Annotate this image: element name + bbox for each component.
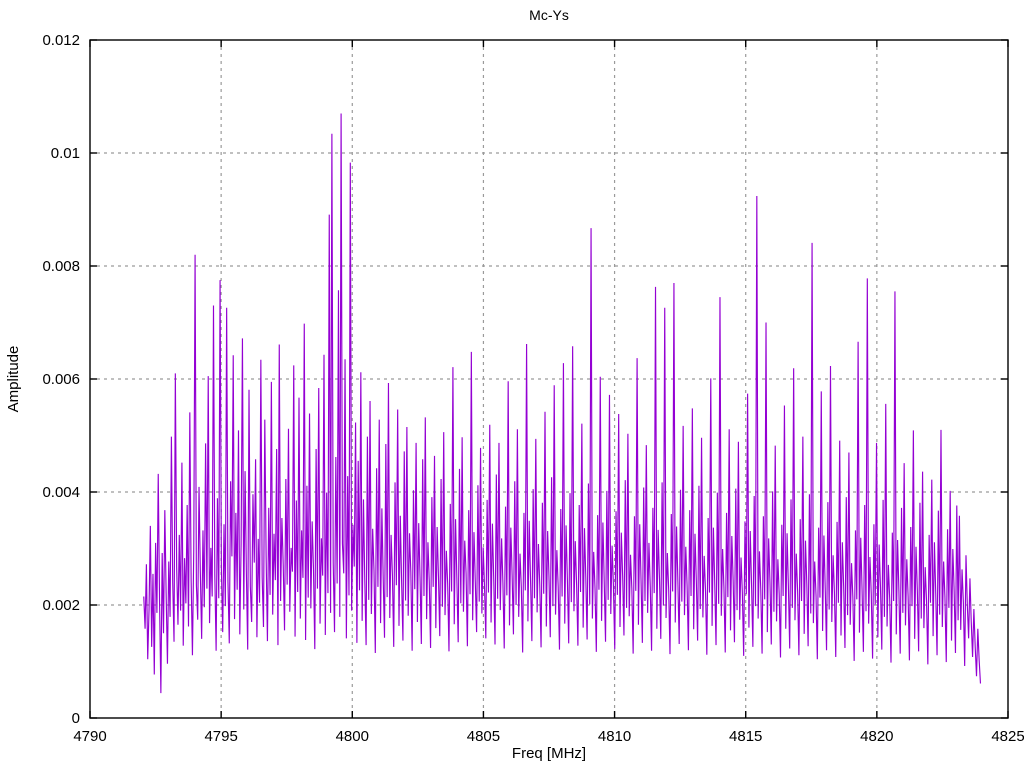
x-tick-label: 4815 bbox=[729, 728, 762, 745]
y-tick-label: 0.01 bbox=[51, 145, 80, 162]
x-tick-label: 4800 bbox=[336, 728, 369, 745]
page-title: Mc-Ys bbox=[529, 7, 569, 23]
y-tick-label: 0.002 bbox=[42, 597, 80, 614]
x-axis-label: Freq [MHz] bbox=[512, 745, 586, 762]
x-tick-label: 4810 bbox=[598, 728, 631, 745]
y-axis-label: Amplitude bbox=[5, 346, 22, 413]
y-tick-label: 0.004 bbox=[42, 484, 80, 501]
data-series-group bbox=[143, 113, 982, 694]
axis-tick-labels: 0 0.002 0.004 0.006 0.008 0.01 0.012 4790 4795 48… bbox=[42, 32, 1024, 745]
y-tick-label: 0.008 bbox=[42, 258, 80, 275]
data-series-line bbox=[143, 113, 982, 694]
x-tick-label: 4820 bbox=[860, 728, 893, 745]
x-tick-label: 4790 bbox=[73, 728, 106, 745]
x-tick-label: 4805 bbox=[467, 728, 500, 745]
x-tick-label: 4795 bbox=[204, 728, 237, 745]
y-tick-label: 0.006 bbox=[42, 371, 80, 388]
x-tick-label: 4825 bbox=[991, 728, 1024, 745]
plot-frame bbox=[89, 39, 1009, 719]
y-tick-label: 0 bbox=[72, 710, 80, 727]
y-tick-label: 0.012 bbox=[42, 32, 80, 49]
